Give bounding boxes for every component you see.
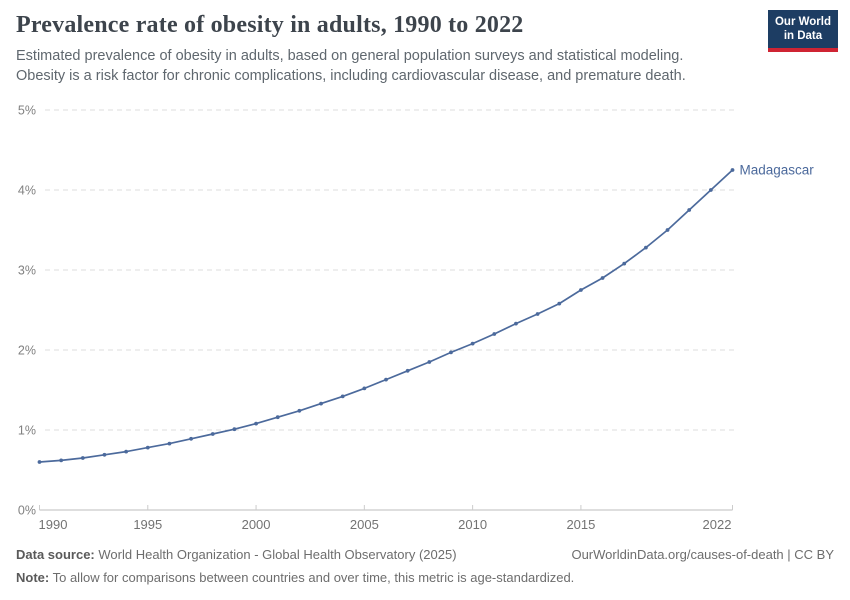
- data-point[interactable]: [470, 341, 475, 346]
- x-axis-tick-label: 2000: [242, 517, 271, 532]
- title-block: Prevalence rate of obesity in adults, 19…: [16, 10, 686, 86]
- x-axis-tick-label: 2015: [566, 517, 595, 532]
- chart-header: Prevalence rate of obesity in adults, 19…: [16, 10, 838, 86]
- note-value: To allow for comparisons between countri…: [52, 570, 575, 585]
- line-series-madagascar[interactable]: Madagascar: [37, 163, 815, 464]
- data-source-value: World Health Organization - Global Healt…: [98, 547, 457, 562]
- data-point[interactable]: [643, 245, 648, 250]
- data-point[interactable]: [319, 401, 323, 406]
- data-point[interactable]: [340, 394, 345, 399]
- data-point[interactable]: [384, 377, 388, 382]
- subtitle-line-2: Obesity is a risk factor for chronic com…: [16, 67, 686, 84]
- x-axis-tick-label: 2005: [350, 517, 379, 532]
- subtitle-line-1: Estimated prevalence of obesity in adult…: [16, 48, 684, 64]
- data-line[interactable]: [39, 169, 734, 463]
- data-point[interactable]: [37, 460, 42, 464]
- line-chart-canvas: 0% 1% 2% 3% 4% 5% 1990 1995 2000 2005 2010 2015 2022…: [18, 104, 815, 533]
- data-point[interactable]: [579, 288, 583, 292]
- data-point[interactable]: [514, 321, 518, 326]
- data-point[interactable]: [600, 276, 605, 280]
- data-source-text: Data source: World Health Organization -…: [16, 546, 457, 563]
- x-axis-tick-label: 1995: [133, 517, 162, 532]
- data-point[interactable]: [427, 360, 432, 364]
- y-axis-tick-label: 3%: [18, 264, 36, 278]
- data-point[interactable]: [145, 445, 150, 450]
- chart-subtitle: Estimated prevalence of obesity in adult…: [16, 47, 686, 86]
- data-point[interactable]: [210, 432, 215, 436]
- data-point[interactable]: [492, 332, 497, 336]
- data-source-label: Data source:: [16, 547, 95, 562]
- y-axis-tick-label: 0%: [18, 504, 36, 518]
- data-point[interactable]: [102, 452, 107, 457]
- data-point[interactable]: [557, 301, 562, 306]
- data-point[interactable]: [362, 386, 367, 391]
- data-point[interactable]: [59, 458, 64, 463]
- data-point[interactable]: [622, 261, 627, 266]
- x-axis-tick-label: 2022: [703, 517, 732, 532]
- data-point[interactable]: [687, 208, 692, 212]
- chart-footer: Data source: World Health Organization -…: [16, 546, 834, 586]
- data-point[interactable]: [405, 368, 410, 373]
- owid-logo-line-2: in Data: [783, 29, 823, 42]
- data-point[interactable]: [189, 436, 193, 441]
- data-point[interactable]: [708, 188, 713, 192]
- y-axis-tick-label: 4%: [18, 184, 36, 198]
- data-point[interactable]: [730, 168, 735, 172]
- x-axis-tick-label: 1990: [39, 517, 68, 532]
- y-axis-tick-label: 5%: [18, 104, 36, 118]
- y-axis-tick-label: 2%: [18, 344, 36, 358]
- data-point[interactable]: [275, 415, 280, 420]
- data-point[interactable]: [124, 449, 129, 454]
- owid-logo-line-1: Our World: [774, 16, 831, 28]
- y-axis-tick-label: 1%: [18, 424, 36, 438]
- footer-source-row: Data source: World Health Organization -…: [16, 546, 834, 563]
- data-point[interactable]: [167, 441, 172, 446]
- x-axis-tick-label: 2010: [458, 517, 487, 532]
- owid-logo[interactable]: Our World in Data: [767, 10, 838, 52]
- page-title: Prevalence rate of obesity in adults, 19…: [16, 12, 524, 38]
- owid-citation-link[interactable]: OurWorldinData.org/causes-of-death | CC …: [571, 547, 834, 562]
- note-label: Note:: [16, 570, 50, 585]
- data-point[interactable]: [665, 228, 670, 232]
- data-point[interactable]: [254, 421, 258, 426]
- data-point[interactable]: [535, 312, 540, 316]
- data-point[interactable]: [80, 456, 85, 460]
- series-end-label[interactable]: Madagascar: [740, 163, 815, 178]
- footer-note: Note: To allow for comparisons between c…: [16, 569, 834, 586]
- data-point[interactable]: [232, 427, 237, 432]
- data-point[interactable]: [449, 350, 453, 355]
- data-point[interactable]: [297, 408, 302, 413]
